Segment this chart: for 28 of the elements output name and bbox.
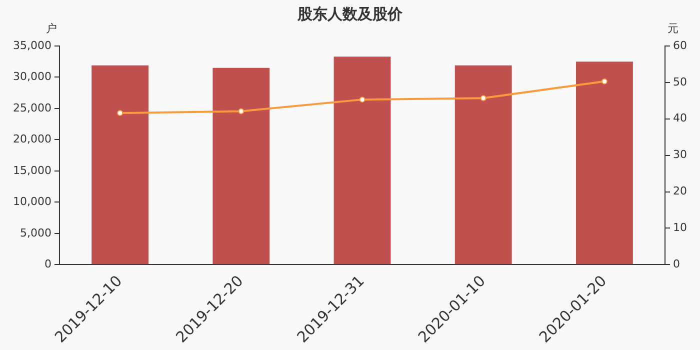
y2-tick-label: 60 [673, 38, 688, 52]
y2-tick-label: 50 [673, 75, 688, 88]
y2-tick-label: 40 [673, 112, 688, 125]
bar [454, 65, 512, 264]
point [601, 78, 608, 84]
y-axis-title: 户 [46, 22, 57, 35]
y-tick-label: 5,000 [20, 226, 52, 240]
y2-tick-label: 30 [673, 148, 688, 162]
y2-axis-title: 元 [668, 22, 679, 35]
y-tick-label: 20,000 [12, 132, 52, 146]
y-tick-label: 35,000 [12, 38, 52, 52]
chart-title: 股东人数及股价 [296, 4, 404, 23]
bar [334, 56, 391, 264]
y-tick-label: 15,000 [12, 164, 52, 177]
y-tick-label: 0 [44, 257, 52, 270]
point [117, 110, 124, 116]
point [480, 95, 486, 102]
y2-tick-label: 0 [673, 257, 680, 270]
y2-tick-label: 10 [673, 221, 688, 234]
bar [576, 62, 633, 264]
point [238, 108, 244, 114]
point [359, 96, 366, 103]
y2-tick-label: 20 [673, 184, 688, 198]
y-tick-label: 25,000 [12, 101, 52, 114]
bar [212, 68, 270, 264]
bar [92, 65, 148, 264]
y-tick-label: 10,000 [12, 195, 52, 208]
y-tick-label: 30,000 [12, 70, 52, 84]
